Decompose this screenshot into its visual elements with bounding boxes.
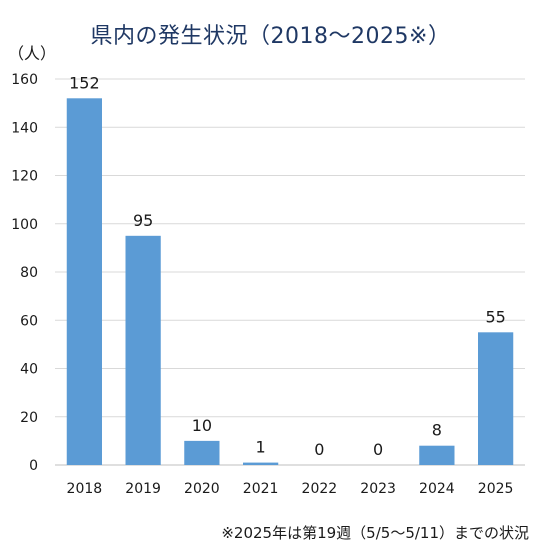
y-axis-unit-label: （人） bbox=[8, 44, 57, 63]
y-tick-label: 100 bbox=[11, 217, 38, 233]
chart-footnote: ※2025年は第19週（5/5～5/11）までの状況 bbox=[221, 524, 529, 542]
y-tick-label: 140 bbox=[11, 120, 38, 136]
bar bbox=[478, 332, 514, 465]
x-tick-label: 2024 bbox=[419, 481, 455, 497]
bar bbox=[419, 445, 455, 465]
x-tick-label: 2021 bbox=[243, 481, 279, 497]
bar bbox=[184, 440, 220, 465]
data-label: 1 bbox=[256, 438, 266, 457]
data-label: 95 bbox=[133, 211, 153, 230]
x-tick-label: 2019 bbox=[125, 481, 161, 497]
y-tick-label: 0 bbox=[29, 458, 38, 474]
x-tick-label: 2020 bbox=[184, 481, 220, 497]
bar bbox=[66, 98, 102, 466]
data-label: 8 bbox=[432, 421, 442, 440]
y-tick-label: 60 bbox=[20, 313, 38, 329]
x-tick-label: 2022 bbox=[302, 481, 338, 497]
data-label: 55 bbox=[485, 307, 505, 326]
x-tick-label: 2023 bbox=[360, 481, 396, 497]
y-tick-label: 40 bbox=[20, 362, 38, 378]
x-tick-label: 2025 bbox=[478, 481, 514, 497]
data-label: 0 bbox=[373, 440, 383, 459]
y-tick-label: 120 bbox=[11, 169, 38, 185]
chart-title: 県内の発生状況（2018～2025※） bbox=[90, 24, 451, 49]
data-label: 10 bbox=[192, 416, 212, 435]
data-label: 152 bbox=[69, 73, 100, 92]
x-tick-label: 2018 bbox=[67, 481, 103, 497]
data-label: 0 bbox=[314, 440, 324, 459]
y-tick-label: 80 bbox=[20, 265, 38, 281]
y-tick-label: 160 bbox=[11, 72, 38, 88]
bar bbox=[243, 462, 279, 465]
y-tick-label: 20 bbox=[20, 410, 38, 426]
bar bbox=[125, 235, 161, 465]
